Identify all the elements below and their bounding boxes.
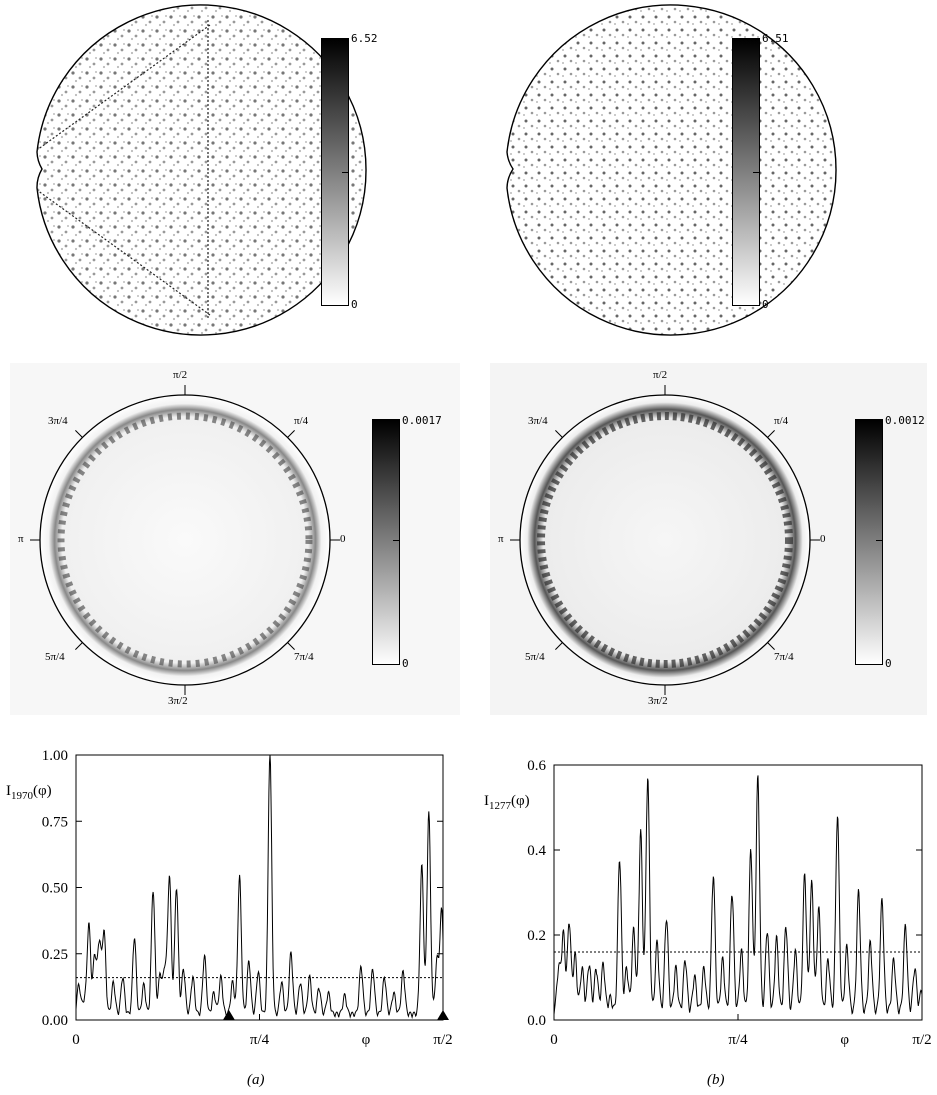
data-series-line xyxy=(75,754,444,1020)
billiard-panel-b: 6.51 0 xyxy=(470,0,937,350)
y-tick-label: 0.2 xyxy=(527,928,546,944)
y-tick-label: 1.00 xyxy=(42,748,68,764)
colorbar-max-husimi-b: 0.0012 xyxy=(885,414,925,427)
triangle-marker xyxy=(222,1010,235,1020)
angle-label: 5π/4 xyxy=(45,651,65,663)
colorbar-min-husimi-b: 0 xyxy=(885,657,892,670)
angle-label: 3π/2 xyxy=(648,695,668,707)
billiard-svg-a xyxy=(36,4,367,336)
angle-tick xyxy=(75,430,83,438)
colorbar-max-husimi-a: 0.0017 xyxy=(402,414,442,427)
chart-a-caption: (a) xyxy=(247,1072,265,1088)
y-tick-label: 0.6 xyxy=(527,758,546,774)
angle-label: 5π/4 xyxy=(525,651,545,663)
angle-label: 0 xyxy=(820,533,826,545)
angle-tick xyxy=(287,642,295,650)
angle-label: 3π/4 xyxy=(528,415,548,427)
colorbar-husimi-b xyxy=(855,419,883,665)
angle-label: π xyxy=(18,533,24,545)
angle-label: π/2 xyxy=(653,369,668,381)
colorbar-husimi-a xyxy=(372,419,400,665)
chart-a: 0.00 0.25 0.50 0.75 1.00 0 π/4 π/2 φ I1970(φ) xyxy=(6,748,453,1048)
angle-label: 3π/4 xyxy=(48,415,68,427)
husimi-ticks-b xyxy=(510,385,820,695)
x-axis-label: φ xyxy=(840,1032,849,1048)
colorbar-max-a: 6.52 xyxy=(351,32,378,45)
billiard-svg-b xyxy=(506,4,837,336)
angle-label: 7π/4 xyxy=(774,651,794,663)
colorbar-max-b: 6.51 xyxy=(762,32,789,45)
angle-tick xyxy=(767,642,775,650)
y-axis-label: I1970(φ) xyxy=(6,783,52,802)
angle-label: π/4 xyxy=(294,415,309,427)
x-tick-label: π/4 xyxy=(728,1032,748,1048)
y-tick-label: 0.00 xyxy=(42,1013,68,1029)
colorbar-min-husimi-a: 0 xyxy=(402,657,409,670)
triangle-marker xyxy=(437,1010,449,1020)
angle-label: 7π/4 xyxy=(294,651,314,663)
y-tick-label: 0.50 xyxy=(42,881,68,897)
y-tick-label: 0.0 xyxy=(527,1013,546,1029)
angle-label: 3π/2 xyxy=(168,695,188,707)
billiard-boundary-a xyxy=(36,4,367,336)
angle-label: 0 xyxy=(340,533,346,545)
chart-b-caption: (b) xyxy=(707,1072,725,1088)
x-tick-label: π/2 xyxy=(433,1032,452,1048)
plot-frame xyxy=(553,764,923,1021)
colorbar-min-b: 0 xyxy=(762,298,769,311)
angle-tick xyxy=(75,642,83,650)
y-tick-label: 0.25 xyxy=(42,947,68,963)
angle-tick xyxy=(555,430,563,438)
angle-tick xyxy=(555,642,563,650)
husimi-svg-b xyxy=(490,363,927,715)
husimi-ticks-a xyxy=(30,385,340,695)
y-tick-label: 0.75 xyxy=(42,814,68,830)
x-axis-label: φ xyxy=(362,1032,371,1048)
y-axis-label: I1277(φ) xyxy=(484,793,530,812)
billiard-boundary-b xyxy=(506,4,837,336)
angle-label: π/2 xyxy=(173,369,188,381)
colorbar-min-a: 0 xyxy=(351,298,358,311)
x-tick-label: 0 xyxy=(550,1032,558,1048)
angle-label: π xyxy=(498,533,504,545)
husimi-panel-a: π/2 π/4 0 7π/4 3π/2 5π/4 π 3π/4 0.0017 0 xyxy=(0,355,460,720)
x-tick-label: 0 xyxy=(72,1032,80,1048)
angle-label: π/4 xyxy=(774,415,789,427)
y-tick-label: 0.4 xyxy=(527,843,546,859)
angle-tick xyxy=(767,430,775,438)
chart-panel-b: 0.0 0.2 0.4 0.6 0 π/4 π/2 φ I1277(φ) (b) xyxy=(470,730,937,1095)
x-tick-label: π/4 xyxy=(250,1032,270,1048)
x-tick-label: π/2 xyxy=(912,1032,931,1048)
chart-b: 0.0 0.2 0.4 0.6 0 π/4 π/2 φ I1277(φ) xyxy=(484,758,932,1048)
husimi-panel-b: π/2 π/4 0 7π/4 3π/2 5π/4 π 3π/4 0.0012 0 xyxy=(480,355,937,720)
billiard-panel-a: 6.52 0 xyxy=(0,0,460,350)
chart-panel-a: 0.00 0.25 0.50 0.75 1.00 0 π/4 π/2 φ I1970(φ) (a) xyxy=(0,730,470,1095)
angle-tick xyxy=(287,430,295,438)
data-series-line xyxy=(553,775,923,1016)
